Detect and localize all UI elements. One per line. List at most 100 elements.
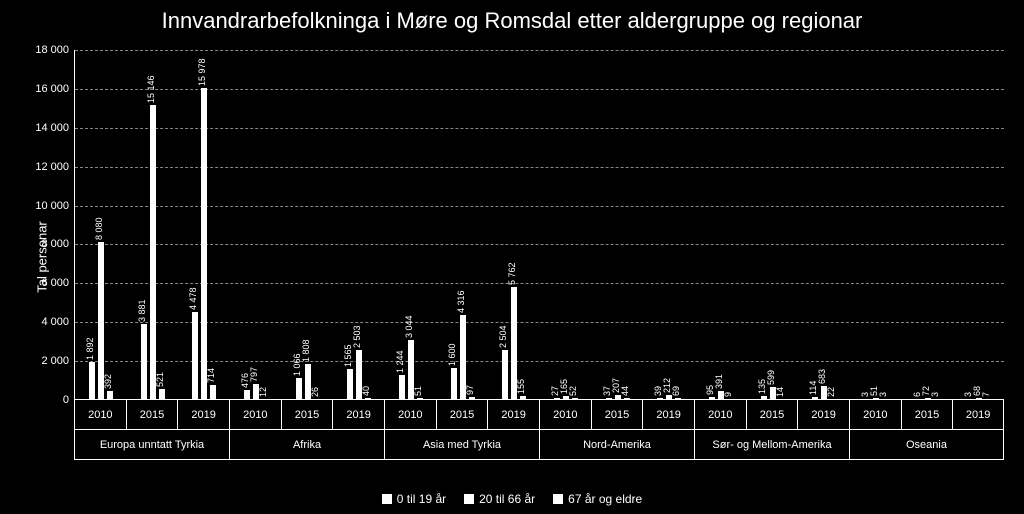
bar-value-label: 4 316	[456, 291, 466, 314]
y-tick-label: 10 000	[35, 200, 75, 212]
year-label: 2010	[849, 400, 901, 430]
year-label: 2010	[384, 400, 436, 430]
bar: 51	[873, 398, 879, 399]
year-label: 2015	[436, 400, 488, 430]
bar: 2 504	[502, 350, 508, 399]
bar-value-label: 3 044	[404, 315, 414, 338]
bar-value-label: 14	[775, 386, 785, 396]
bar-value-label: 69	[671, 386, 681, 396]
bar-value-label: 3 881	[137, 299, 147, 322]
x-axis-regions: Europa unntatt TyrkiaAfrikaAsia med Tyrk…	[74, 430, 1004, 460]
bar: 6	[916, 399, 922, 400]
bar-value-label: 4 478	[188, 287, 198, 310]
bar-value-label: 1 244	[395, 350, 405, 373]
bar: 52	[572, 398, 578, 399]
bar-value-label: 12	[258, 386, 268, 396]
bar-value-label: 1 066	[292, 354, 302, 377]
bar-value-label: 2 504	[498, 326, 508, 349]
bar-value-label: 1 600	[447, 343, 457, 366]
bar-value-label: 44	[620, 386, 630, 396]
bar-value-label: 9	[723, 391, 733, 396]
bar: 3	[882, 399, 888, 400]
bar: 476	[244, 390, 250, 399]
bar-value-label: 7	[981, 391, 991, 396]
bar: 1 565	[347, 369, 353, 399]
bar-value-label: 15 146	[146, 75, 156, 103]
year-label: 2019	[797, 400, 849, 430]
region-label: Oseania	[849, 430, 1004, 460]
year-label: 2015	[901, 400, 953, 430]
legend-item-1: 20 til 66 år	[464, 492, 535, 506]
bar-value-label: 22	[826, 386, 836, 396]
bar-value-label: 37	[602, 386, 612, 396]
bar: 135	[761, 396, 767, 399]
y-tick-label: 18 000	[35, 44, 75, 56]
bar: 12	[262, 399, 268, 400]
bar-value-label: 3	[930, 391, 940, 396]
legend-item-2: 67 år og eldre	[553, 492, 642, 506]
gridline	[75, 50, 1004, 51]
bar-value-label: 1 808	[301, 339, 311, 362]
y-tick-label: 16 000	[35, 83, 75, 95]
bar-value-label: 51	[413, 386, 423, 396]
y-tick-label: 6 000	[41, 277, 75, 289]
bar: 392	[107, 391, 113, 399]
bar-value-label: 599	[766, 370, 776, 385]
bar-value-label: 521	[155, 372, 165, 387]
x-axis-years: 2010201520192010201520192010201520192010…	[74, 400, 1004, 430]
gridline	[75, 322, 1004, 323]
bar: 4 478	[192, 312, 198, 399]
legend-label: 67 år og eldre	[568, 492, 642, 506]
legend-swatch-icon	[382, 494, 392, 504]
bar-value-label: 97	[465, 385, 475, 395]
year-label: 2019	[487, 400, 539, 430]
bar: 15 146	[150, 105, 156, 400]
bar-value-label: 15 978	[197, 59, 207, 87]
year-label: 2019	[952, 400, 1004, 430]
year-label: 2019	[177, 400, 229, 430]
bar-value-label: 1 892	[85, 338, 95, 361]
bar-value-label: 207	[611, 378, 621, 393]
year-label: 2015	[746, 400, 798, 430]
bar-value-label: 72	[921, 386, 931, 396]
bar: 155	[520, 396, 526, 399]
bar: 14	[779, 399, 785, 400]
bar: 521	[159, 389, 165, 399]
bar: 95	[709, 397, 715, 399]
y-tick-label: 8 000	[41, 238, 75, 250]
bar-value-label: 6	[912, 391, 922, 396]
legend-label: 0 til 19 år	[397, 492, 446, 506]
bar-value-label: 40	[361, 386, 371, 396]
legend-item-0: 0 til 19 år	[382, 492, 446, 506]
bar: 3	[967, 399, 973, 400]
year-label: 2019	[642, 400, 694, 430]
legend-swatch-icon	[553, 494, 563, 504]
region-label: Afrika	[229, 430, 384, 460]
gridline	[75, 206, 1004, 207]
chart-title: Innvandrarbefolkninga i Møre og Romsdal …	[0, 8, 1024, 34]
bar-value-label: 8 080	[94, 217, 104, 240]
bar: 1 892	[89, 362, 95, 399]
bar-value-label: 2 503	[352, 326, 362, 349]
bar-value-label: 3	[878, 391, 888, 396]
bar: 15 978	[201, 88, 207, 399]
year-label: 2010	[229, 400, 281, 430]
chart-container: Innvandrarbefolkninga i Møre og Romsdal …	[0, 0, 1024, 514]
year-label: 2010	[694, 400, 746, 430]
bar: 714	[210, 385, 216, 399]
gridline	[75, 244, 1004, 245]
gridline	[75, 167, 1004, 168]
year-label: 2015	[591, 400, 643, 430]
gridline	[75, 128, 1004, 129]
legend-label: 20 til 66 år	[479, 492, 535, 506]
gridline	[75, 361, 1004, 362]
bar: 26	[314, 399, 320, 400]
bar: 1 066	[296, 378, 302, 399]
bar-value-label: 5 762	[507, 262, 517, 285]
bar: 1 600	[451, 368, 457, 399]
bar: 97	[469, 397, 475, 399]
bar: 72	[925, 398, 931, 399]
y-tick-label: 12 000	[35, 161, 75, 173]
bar: 40	[365, 398, 371, 399]
plot-area: 02 0004 0006 0008 00010 00012 00014 0001…	[74, 50, 1004, 400]
